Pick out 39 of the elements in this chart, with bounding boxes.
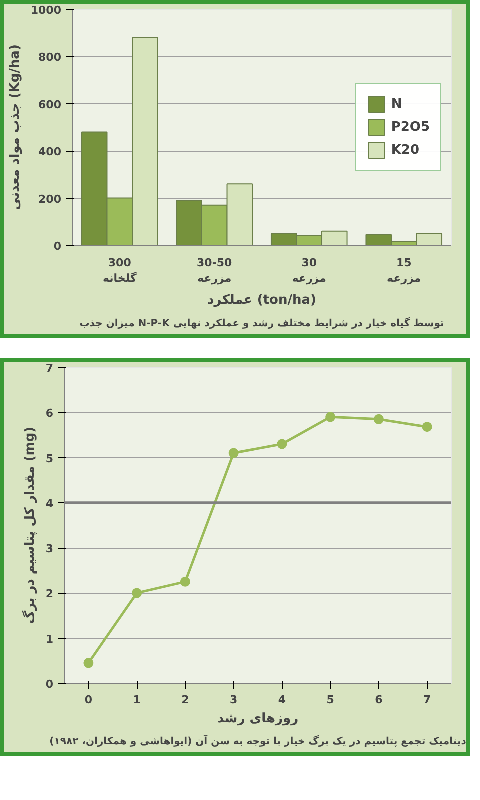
x-tick-label: 7 [423, 694, 432, 706]
legend-label: P2O5 [391, 120, 430, 134]
y-tick-label: 800 [38, 51, 62, 64]
point [422, 422, 432, 432]
y-tick-label: 2 [46, 588, 54, 601]
point [84, 658, 94, 668]
y-tick-label: 0 [46, 678, 54, 691]
legend-label: N [391, 96, 404, 112]
y-tick-label: 0 [54, 240, 62, 253]
x-tick-label: 3 [230, 694, 238, 706]
y-tick-label: 1 [46, 632, 54, 646]
y-tick-label: 1000 [30, 4, 62, 17]
y-tick-label: 7 [46, 362, 54, 375]
x-axis-title: روزهای رشد [217, 712, 299, 726]
text: میزان جذب N-P-K توسط گیاه خیار در شرایط مختلف رشد و عملکرد نهایی [80, 316, 444, 330]
x-tick-label: 2 [182, 694, 190, 706]
y-tick-label: 600 [38, 98, 62, 112]
y-tick-label: 6 [46, 407, 54, 420]
point [277, 439, 288, 450]
x-tick-label: 1 [133, 694, 141, 706]
legend-label: K20 [391, 142, 420, 158]
point [228, 448, 239, 458]
y-tick-label: 3 [46, 542, 54, 556]
x-tick-label: 0 [84, 694, 93, 706]
y-axis-title: مقدار کل پتاسیم در برگ (mg) [22, 426, 38, 624]
y-axis-title: جذب مواد معدنی (Kg/ha) [8, 44, 23, 210]
x-tick-label: 6 [375, 694, 384, 706]
y-tick-label: 400 [38, 146, 62, 159]
x-tick-label: 5 [326, 694, 334, 706]
point [132, 588, 142, 598]
y-tick-label: 4 [46, 497, 54, 510]
y-tick-label: 200 [38, 192, 62, 206]
point [326, 412, 336, 422]
point [180, 576, 190, 587]
x-axis-title: عملکرد (ton/ha) [208, 293, 316, 308]
text: دینامیک تجمع پتاسیم در یک برگ خیار با توجه به سن آن (ایواهاشی و همکاران، ۱۹۸۲) [50, 734, 466, 748]
x-tick-label: 4 [278, 694, 286, 706]
y-tick-label: 5 [46, 452, 54, 466]
point [374, 414, 384, 424]
